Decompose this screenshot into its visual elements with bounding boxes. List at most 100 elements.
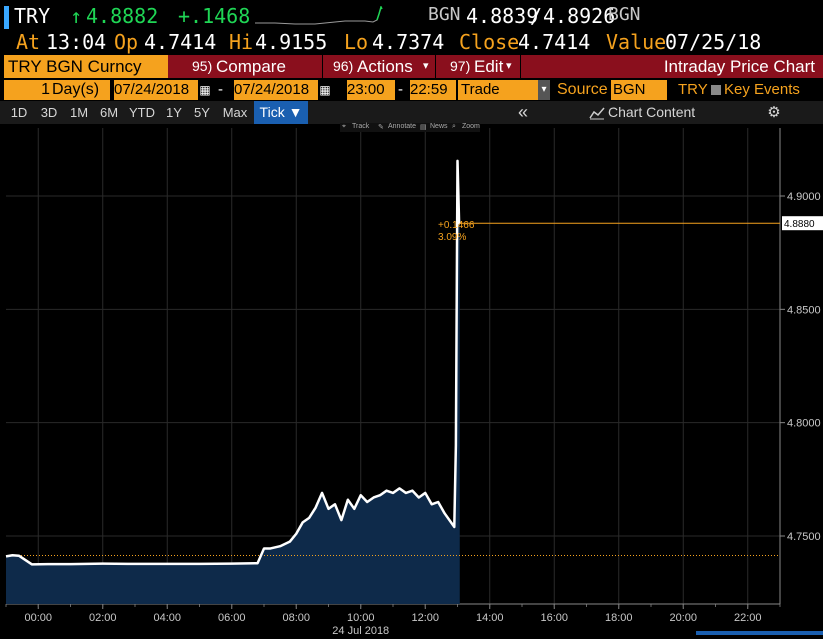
low-label: Lo — [344, 30, 369, 54]
track-button[interactable]: Track — [352, 123, 370, 130]
at-label: At — [16, 30, 41, 54]
key-events-checkbox[interactable] — [711, 85, 721, 95]
x-tick-label: 08:00 — [282, 612, 310, 624]
y-tick-label: 4.8000 — [787, 418, 821, 430]
collapse-icon[interactable]: « — [517, 102, 528, 122]
at-time: 13:04 — [46, 30, 107, 54]
days-input[interactable]: 1 — [4, 80, 52, 100]
period-tab-6m[interactable]: 6M — [99, 105, 119, 120]
calendar-icon[interactable]: ▦ — [319, 83, 331, 97]
close-value: 4.7414 — [518, 30, 591, 54]
chart-mini-toolbar: ⌖ Track ✎ Annotate ▤ News ⌕ Zoom — [340, 123, 480, 132]
chart-content-button[interactable]: Chart Content — [608, 104, 696, 120]
ask-price: 4.8926 — [543, 4, 616, 28]
zoom-icon[interactable]: ⌕ — [452, 123, 456, 130]
close-label: Close — [459, 30, 520, 54]
end-time-input[interactable]: 22:59 — [410, 80, 456, 100]
last-price-tag — [782, 216, 823, 231]
edit-number: 97) — [450, 58, 471, 74]
compare-label: Compare — [216, 57, 286, 76]
gear-icon[interactable]: ⚙ — [767, 104, 781, 121]
open-value: 4.7414 — [144, 30, 217, 54]
x-axis-date-label: 24 Jul 2018 — [332, 625, 389, 635]
end-date-input[interactable]: 07/24/2018 — [234, 80, 318, 100]
period-tab-5y[interactable]: 5Y — [194, 105, 210, 120]
x-tick-label: 12:00 — [411, 612, 439, 624]
x-tick-label: 00:00 — [24, 612, 52, 624]
start-date-input[interactable]: 07/24/2018 — [114, 80, 198, 100]
period-tab-max[interactable]: Max — [222, 105, 248, 120]
period-tab-ytd[interactable]: YTD — [129, 105, 155, 120]
high-label: Hi — [229, 30, 254, 54]
tick-dropdown[interactable]: Tick ▼ — [254, 101, 308, 124]
actions-button[interactable]: 96) Actions ▾ — [323, 55, 435, 78]
function-menubar: TRY BGN Curncy 95) Compare 96) Actions ▾… — [0, 55, 823, 78]
chevron-down-icon: ▾ — [423, 60, 429, 72]
x-tick-label: 10:00 — [347, 612, 375, 624]
edit-label: Edit — [474, 57, 504, 76]
chart-settings-bar: 1 Day(s) 07/24/2018 ▦ - 07/24/2018 ▦ 23:… — [0, 80, 823, 102]
open-label: Op — [114, 30, 139, 54]
price-line — [5, 159, 461, 566]
change-value: +0.1466 — [438, 220, 475, 231]
news-button[interactable]: News — [430, 123, 448, 130]
ticker-symbol[interactable]: TRY — [14, 4, 51, 28]
chevron-down-icon: ▾ — [506, 60, 512, 72]
key-events-label: Key Events — [724, 81, 800, 98]
up-arrow-icon: ↑ — [70, 4, 83, 28]
y-tick-label: 4.8500 — [787, 304, 821, 316]
last-price: 4.8882 — [86, 4, 159, 28]
calendar-icon[interactable]: ▦ — [199, 83, 211, 97]
price-chart[interactable]: 00:00 02:00 04:00 06:00 08:00 10:00 12:00 14:00… — [0, 124, 823, 637]
x-tick-label: 04:00 — [153, 612, 181, 624]
y-tick-label: 4.7500 — [787, 531, 821, 543]
value-label: Value — [606, 30, 667, 54]
chart-canvas[interactable]: 00:00 02:00 04:00 06:00 08:00 10:00 12:00 14:00… — [0, 124, 823, 637]
ticker-cursor — [4, 6, 9, 29]
annotate-button[interactable]: Annotate — [388, 123, 417, 130]
y-tick-label: 4.9000 — [787, 191, 821, 203]
low-value: 4.7374 — [372, 30, 445, 54]
x-tick-label: 20:00 — [669, 612, 697, 624]
net-change: +.1468 — [178, 4, 251, 28]
page-title: Intraday Price Chart — [521, 55, 823, 78]
value-date: 07/25/18 — [665, 30, 762, 54]
x-tick-label: 06:00 — [218, 612, 246, 624]
date-range-dash: - — [218, 81, 223, 98]
actions-label: Actions — [357, 57, 413, 76]
status-strip — [696, 631, 823, 635]
actions-number: 96) — [333, 58, 354, 74]
period-tab-1d[interactable]: 1D — [10, 105, 28, 120]
compare-button[interactable]: 95) Compare — [168, 55, 322, 78]
x-tick-label: 18:00 — [605, 612, 633, 624]
track-icon[interactable]: ⌖ — [342, 123, 346, 130]
bid-ask-separator: / — [530, 4, 543, 28]
change-percent: 3.09% — [438, 232, 467, 243]
zoom-button[interactable]: Zoom — [462, 123, 480, 130]
days-label: Day(s) — [52, 80, 110, 100]
bid-source: BGN — [428, 4, 461, 25]
x-tick-label: 02:00 — [89, 612, 117, 624]
period-tab-1y[interactable]: 1Y — [166, 105, 182, 120]
edit-button[interactable]: 97) Edit ▾ — [436, 55, 520, 78]
sparkline — [255, 6, 383, 25]
time-range-dash: - — [398, 81, 403, 98]
news-icon[interactable]: ▤ — [420, 124, 427, 131]
x-tick-label: 16:00 — [540, 612, 568, 624]
currency-label: TRY — [678, 81, 708, 98]
chevron-down-icon[interactable]: ▾ — [538, 80, 550, 100]
source-input[interactable]: BGN — [611, 80, 667, 100]
security-field[interactable]: TRY BGN Curncy — [4, 55, 168, 78]
ticker-header: TRY ↑ 4.8882 +.1468 BGN 4.8839 / 4.8926 … — [0, 0, 823, 32]
source-label: Source — [557, 81, 608, 98]
period-tab-1m[interactable]: 1M — [69, 105, 89, 120]
bid-price: 4.8839 — [466, 4, 539, 28]
high-value: 4.9155 — [255, 30, 328, 54]
x-tick-label: 22:00 — [734, 612, 762, 624]
period-tab-3d[interactable]: 3D — [40, 105, 58, 120]
annotate-icon[interactable]: ✎ — [378, 124, 384, 131]
start-time-input[interactable]: 23:00 — [347, 80, 395, 100]
field-select[interactable]: Trade — [458, 80, 538, 100]
compare-number: 95) — [192, 58, 213, 74]
last-price-tag-label: 4.8880 — [784, 219, 815, 230]
